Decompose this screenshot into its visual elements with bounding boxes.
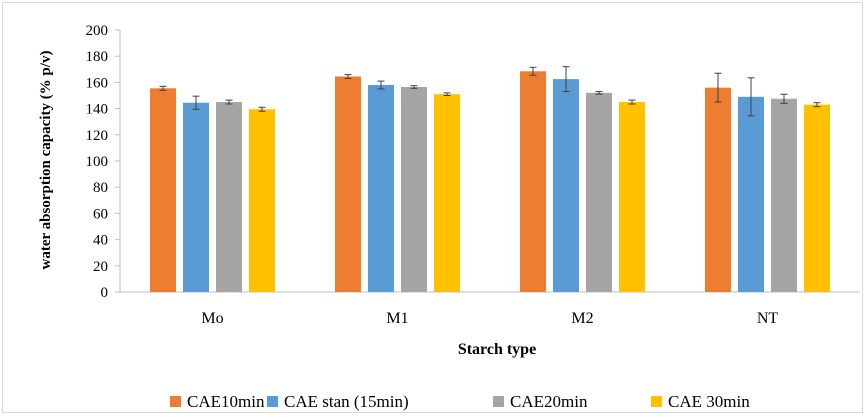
chart-frame: [2, 2, 863, 413]
legend-label: CAE20min: [510, 392, 588, 411]
y-tick-label: 80: [93, 180, 108, 196]
bar: [150, 88, 176, 292]
legend-label: CAE 30min: [668, 392, 750, 411]
bar: [401, 86, 427, 292]
legend-swatch: [493, 396, 504, 407]
x-category-label: Mo: [201, 310, 223, 327]
error-bars-group: [159, 66, 821, 117]
legend-swatch: [267, 396, 278, 407]
y-tick-label: 60: [93, 206, 108, 222]
y-axis-title: water absorption capacity (% p/v): [38, 51, 54, 270]
legend-label: CAE stan (15min): [284, 392, 409, 411]
bar: [335, 76, 361, 292]
y-tick-label: 140: [86, 102, 109, 118]
x-axis-title: Starch type: [458, 341, 536, 358]
bar: [368, 85, 394, 293]
y-axis: 0 20 40 60 80 100 120 140 160 180 200: [86, 23, 121, 301]
legend: CAE10min CAE stan (15min) CAE20min CAE 30mi…: [170, 392, 750, 411]
bar: [705, 87, 731, 292]
bar: [738, 96, 764, 292]
y-tick-label: 160: [86, 75, 109, 91]
bars-group: [150, 71, 830, 293]
bar: [553, 79, 579, 292]
y-tick-label: 120: [86, 128, 109, 144]
bar: [216, 102, 242, 292]
y-tick-label: 100: [86, 154, 109, 170]
y-tick-label: 180: [86, 49, 109, 65]
bar: [619, 102, 645, 292]
legend-swatch: [651, 396, 662, 407]
y-tick-label: 200: [86, 23, 109, 39]
bar: [804, 104, 830, 292]
bar: [586, 92, 612, 292]
y-tick-label: 20: [93, 259, 108, 275]
y-tick-label: 40: [93, 233, 108, 249]
bar: [249, 109, 275, 292]
x-category-label: M2: [571, 310, 593, 327]
legend-swatch: [170, 396, 181, 407]
legend-label: CAE10min: [187, 392, 265, 411]
y-tick-label: 0: [101, 285, 109, 301]
x-axis: Mo M1 M2 NT: [120, 291, 860, 327]
x-category-label: NT: [757, 310, 779, 327]
bar: [183, 102, 209, 292]
bar: [520, 71, 546, 292]
x-category-label: M1: [386, 310, 408, 327]
bar: [434, 94, 460, 292]
bar: [771, 98, 797, 293]
